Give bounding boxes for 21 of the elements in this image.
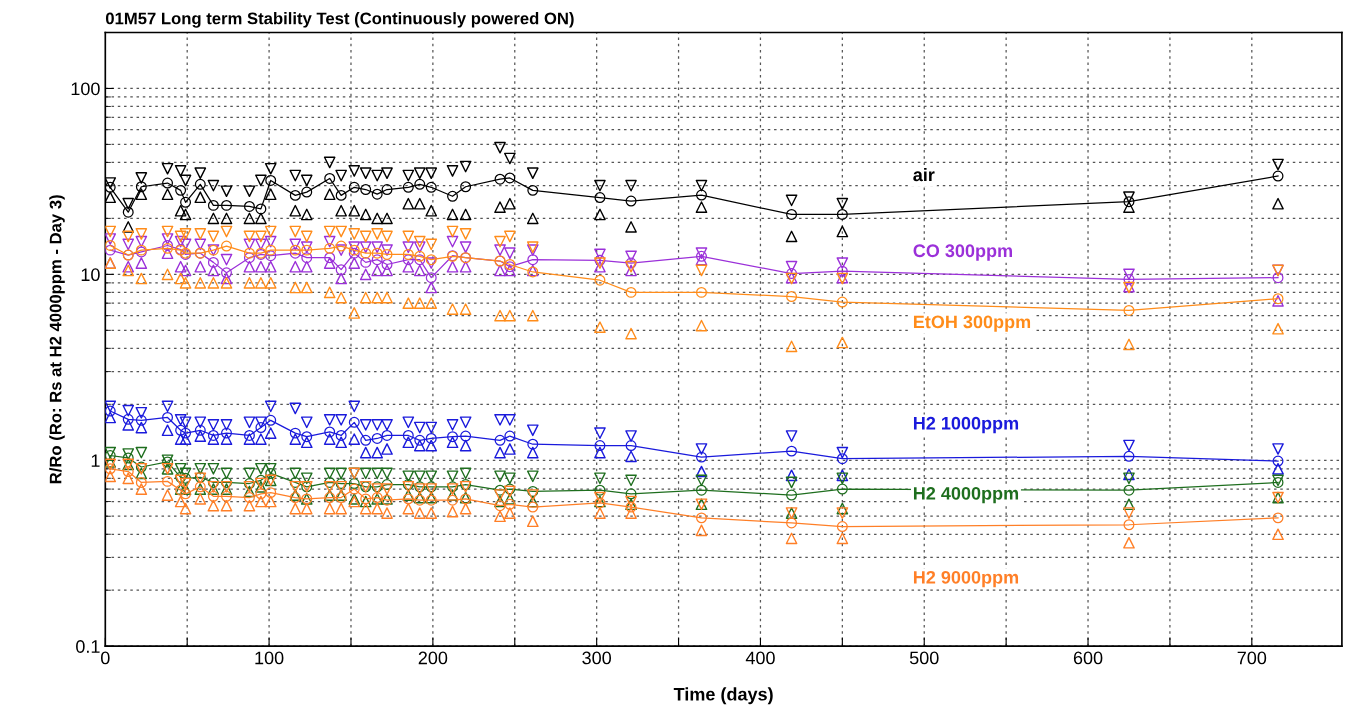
x-tick-label: 500 [909,651,939,665]
x-tick-label: 700 [1237,651,1267,665]
y-tick-label: 0.1 [76,640,100,653]
y-tick-label: 100 [71,82,100,96]
text: H2 9000ppm [913,570,1019,588]
x-tick-label: 400 [745,651,775,665]
series-label: EtOH 300ppm [913,315,1031,332]
y-tick-label: 10 [81,268,100,282]
chart-title: 01M57 Long term Stability Test (Continuously powered ON) [105,12,574,28]
x-axis-title: Time (days) [673,687,773,705]
series-label: air [913,167,935,182]
y-axis-title: R/Ro (Ro: Rs at H2 4000ppm - Day 3) [49,195,65,484]
x-tick-label: 0 [100,651,110,665]
series-label: CO 300ppm [913,244,1012,261]
x-tick-label: 100 [255,651,284,665]
x-tick-label: 300 [582,651,612,665]
series-label: H2 1000ppm [913,416,1019,434]
x-tick-label: 600 [1073,651,1103,665]
y-tick-label: 1 [91,454,100,467]
x-tick-label: 200 [418,651,448,665]
series-label: H2 4000ppm [913,486,1019,504]
